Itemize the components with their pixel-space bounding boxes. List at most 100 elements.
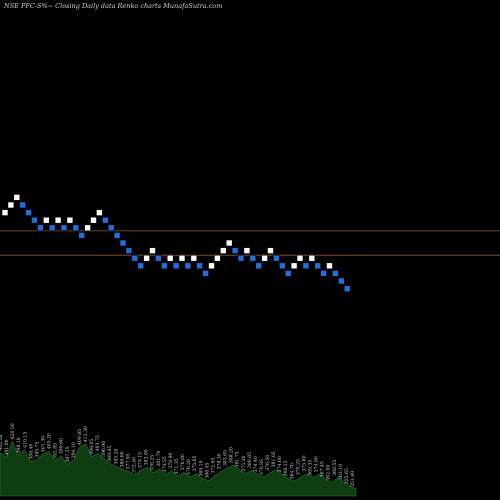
renko-brick-53 (314, 262, 322, 270)
renko-brick-48 (284, 270, 292, 277)
renko-brick-33 (196, 262, 203, 270)
renko-brick-56 (332, 270, 339, 277)
renko-brick-0 (1, 209, 9, 216)
renko-brick-41 (243, 247, 251, 254)
volume-label-29: 371.35 (174, 458, 180, 474)
volume-label-41: 380.85 (247, 452, 253, 468)
renko-brick-3 (19, 201, 27, 209)
volume-label-4: 410.15 (22, 432, 28, 448)
renko-brick-42 (249, 254, 257, 262)
volume-label-52: 374.90 (314, 456, 320, 472)
volume-label-33: 369.10 (198, 460, 204, 476)
volume-label-54: 362.00 (326, 465, 332, 481)
renko-brick-15 (90, 216, 97, 224)
renko-brick-10 (60, 224, 68, 232)
renko-brick-9 (54, 216, 62, 224)
volume-label-58: 351.49 (350, 471, 356, 487)
volume-label-39: 381.75 (235, 451, 241, 467)
renko-brick-11 (66, 216, 74, 224)
renko-brick-38 (225, 239, 233, 247)
renko-brick-50 (296, 254, 304, 262)
volume-label-3: 398.10 (16, 437, 22, 453)
renko-brick-46 (273, 254, 280, 262)
volume-label-10: 399.60 (59, 438, 65, 454)
volume-label-27: 374.55 (162, 456, 168, 472)
volume-label-18: 389.45 (107, 446, 113, 462)
volume-label-47: 368.15 (283, 460, 289, 476)
renko-brick-51 (302, 262, 310, 270)
volume-label-6: 395.75 (34, 441, 40, 457)
renko-brick-52 (308, 254, 316, 262)
renko-brick-8 (48, 224, 56, 232)
renko-brick-23 (137, 262, 144, 270)
volume-label-43: 370.95 (259, 459, 265, 475)
renko-brick-13 (78, 232, 85, 239)
renko-brick-47 (278, 262, 286, 270)
volume-label-45: 381.05 (271, 451, 277, 467)
volume-label-15: 398.05 (89, 439, 95, 455)
volume-label-34: 366.45 (204, 462, 210, 478)
volume-label-57: 355.65 (344, 468, 350, 484)
volume-label-56: 363.10 (338, 464, 344, 480)
renko-brick-16 (96, 209, 103, 216)
renko-brick-40 (237, 254, 245, 262)
renko-brick-35 (208, 262, 215, 270)
renko-brick-5 (31, 216, 38, 224)
volume-label-35: 372.95 (210, 458, 216, 474)
volume-label-23: 379.15 (138, 452, 144, 468)
volume-label-53: 367.45 (320, 461, 326, 477)
volume-label-0: 402.28 (0, 434, 4, 450)
renko-brick-17 (102, 216, 109, 224)
renko-brick-31 (184, 262, 192, 270)
volume-label-46: 374.60 (277, 456, 283, 472)
volume-label-16: 403.75 (95, 435, 101, 451)
volume-label-28: 378.90 (168, 453, 174, 469)
renko-bricks (1, 194, 351, 292)
volume-label-55: 368.55 (332, 460, 338, 476)
renko-brick-57 (337, 277, 345, 285)
renko-brick-44 (261, 254, 268, 262)
volume-label-19: 385.20 (113, 448, 119, 464)
volume-label-32: 375.65 (192, 455, 198, 471)
renko-brick-24 (143, 254, 150, 262)
volume-label-17: 396.90 (101, 441, 107, 457)
renko-brick-1 (7, 201, 15, 209)
volume-label-49: 370.25 (295, 459, 301, 475)
volume-area (0, 440, 357, 497)
renko-brick-7 (42, 216, 50, 224)
renko-brick-18 (107, 224, 115, 232)
renko-brick-20 (119, 239, 127, 247)
volume-label-9: 392.85 (53, 443, 59, 459)
renko-brick-6 (37, 224, 44, 232)
volume-label-38: 388.20 (229, 447, 235, 463)
volume-label-44: 376.50 (265, 455, 271, 471)
renko-brick-45 (267, 247, 274, 254)
volume-label-37: 383.65 (223, 450, 229, 466)
volume-label-13: 409.85 (77, 429, 83, 445)
volume-label-40: 375.30 (241, 455, 247, 471)
volume-area-shape (0, 440, 357, 497)
volume-label-14: 412.30 (83, 426, 89, 442)
volume-label-2: 420.50 (10, 423, 16, 439)
volume-label-7: 401.30 (41, 436, 47, 452)
volume-label-26: 381.70 (156, 451, 162, 467)
volume-label-31: 370.20 (186, 459, 192, 475)
volume-label-25: 376.25 (150, 455, 156, 471)
renko-brick-36 (214, 254, 221, 262)
volume-label-51: 369.35 (308, 460, 314, 476)
renko-brick-58 (343, 285, 351, 292)
renko-brick-30 (178, 254, 186, 262)
renko-brick-4 (25, 209, 32, 216)
renko-brick-21 (125, 247, 133, 254)
volume-label-5: 388.40 (28, 444, 34, 460)
volume-label-36: 378.30 (217, 453, 223, 469)
volume-label-22: 372.40 (132, 457, 138, 473)
volume-label-11: 387.25 (65, 446, 71, 462)
renko-brick-14 (84, 224, 91, 232)
renko-brick-43 (255, 262, 262, 270)
renko-brick-2 (13, 194, 21, 201)
renko-brick-19 (113, 232, 121, 239)
renko-brick-54 (320, 270, 327, 277)
